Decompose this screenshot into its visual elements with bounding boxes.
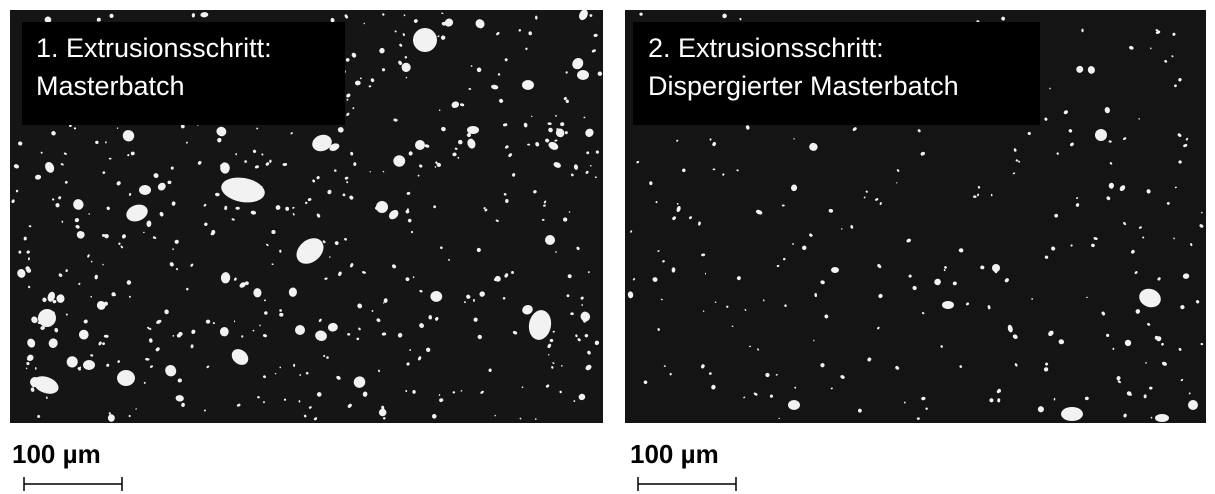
particle	[437, 163, 441, 167]
particle	[788, 400, 800, 410]
particle	[264, 311, 268, 314]
particle	[1095, 129, 1107, 141]
particle	[1188, 400, 1198, 410]
particle	[139, 185, 151, 195]
caption-line: 2. Extrusionsschritt:	[648, 33, 884, 63]
particle	[1061, 407, 1083, 421]
particle	[117, 370, 135, 386]
particle	[942, 301, 954, 309]
particle	[511, 271, 514, 274]
particle	[1178, 160, 1181, 163]
caption-line: Dispergierter Masterbatch	[648, 71, 959, 101]
particle	[577, 70, 589, 80]
figure: 1. Extrusionsschritt: Masterbatch 2. Ext…	[0, 0, 1215, 494]
particle	[38, 309, 56, 327]
particle	[376, 201, 388, 213]
particle	[522, 80, 534, 90]
particle	[831, 267, 839, 273]
particle	[35, 367, 37, 370]
scale-bar	[638, 477, 736, 491]
particle	[353, 162, 356, 166]
caption-line: 1. Extrusionsschritt:	[36, 33, 272, 63]
particle	[427, 348, 430, 351]
particle	[992, 264, 1000, 272]
scale-label: 100 µm	[12, 439, 101, 469]
scale-label: 100 µm	[630, 439, 719, 469]
particle	[542, 219, 545, 221]
particle	[1155, 414, 1169, 422]
caption-line: Masterbatch	[36, 71, 185, 101]
particle	[467, 126, 479, 134]
particle	[545, 235, 555, 245]
particle	[295, 325, 305, 335]
particle	[83, 360, 95, 370]
particle	[413, 28, 437, 52]
particle	[415, 140, 425, 150]
scale-bar	[24, 477, 122, 491]
